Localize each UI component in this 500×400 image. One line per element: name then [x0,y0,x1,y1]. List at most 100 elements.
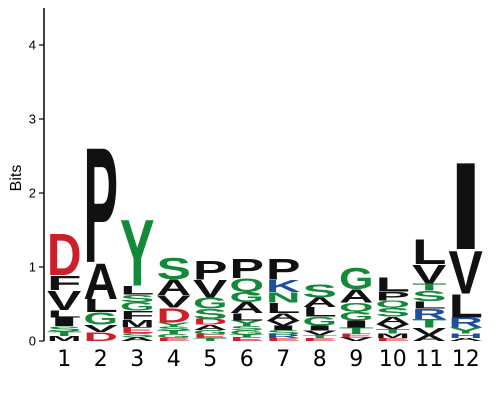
y-axis: 0 1 2 3 4 [29,8,45,349]
logo-letter: M [376,333,410,340]
logo-letter: T [339,326,374,335]
logo-letter: A [157,275,191,300]
logo-letter: L [120,283,154,297]
y-tick-label: 4 [29,38,36,53]
logo-letter: I [47,315,82,329]
logo-letter: L [303,305,337,320]
logo-letter: V [303,330,338,337]
logo-letter: L [449,287,483,324]
position-label: 12 [452,347,480,372]
logo-letter: A [230,299,265,316]
logo-letter: T [193,337,228,342]
logo-letter: H [449,333,483,340]
logo-letter: A [376,315,411,326]
logo-letter: T [412,281,447,293]
logo-letter: Y [449,326,484,335]
logo-letter: L [47,308,82,320]
logo-letter: V [157,292,192,312]
logo-letter: I [303,324,337,332]
logo-letter: A [120,336,154,342]
logo-letter: I [449,138,483,276]
position-label: 5 [203,347,217,372]
logo-letter: P [376,289,410,303]
logo-letter: D [157,304,192,327]
logo-letter: M [47,335,82,343]
logo-letter: A [303,295,337,310]
logo-letter: T [157,330,192,336]
position-label: 7 [276,347,290,372]
position-label: 10 [379,347,407,372]
logo-letter: S [157,251,191,286]
logo-letter: S [47,325,81,333]
logo-letter: F [120,308,154,322]
y-axis-label: Bits [8,165,25,192]
logo-letter: R [449,315,483,331]
logo-letter: V [47,285,82,316]
logo-letter: E [193,333,228,339]
logo-letter: G [339,309,373,323]
logo-letter: S [193,306,228,322]
logo-letter: E [120,325,155,334]
y-tick-label: 0 [29,334,36,349]
logo-letter: T [230,334,265,339]
x-axis-position-labels: 1 2 3 4 5 6 7 8 9 10 11 12 [57,347,480,372]
logo-letter: G [120,300,154,314]
position-label: 6 [240,347,254,372]
logo-letter: F [47,272,81,295]
logo-letter: A [84,252,118,310]
y-tick-label: 1 [29,260,36,275]
logo-letter: L [376,274,410,297]
logo-letter: S [266,329,301,336]
logo-letter: V [376,323,411,331]
position-label: 8 [313,347,327,372]
logo-letter: S [412,289,447,305]
logo-letter: Y [157,321,192,328]
logo-letter: S [157,326,192,332]
logo-letter: S [230,325,265,332]
logo-letter: G [230,330,264,336]
logo-letter: P [193,256,227,286]
logo-letter: V [84,323,119,335]
logo-letter: Q [376,298,410,309]
logo-letter: G [230,289,264,305]
logo-letter: K [266,276,301,296]
logo-letter: E [230,336,265,342]
logo-letter: V [193,275,227,303]
position-label: 3 [130,347,144,372]
logo-letter: M [120,318,154,329]
logo-letter: E [339,333,374,339]
logo-letter: P [84,113,118,296]
logo-letter: T [412,317,447,331]
logo-letter: D [193,318,227,327]
logo-letter: E [303,337,337,342]
logo-letter: P [266,253,301,286]
logo-letter: A [193,324,228,332]
logo-letter: Q [339,300,373,314]
logo-letter: S [376,305,410,319]
logo-letter: A [449,337,483,342]
logo-letter: S [120,292,154,304]
logo-letter: T [47,330,82,337]
logo-letter: L [412,299,447,311]
logo-letter: G [303,314,337,328]
logo-letter: A [412,334,446,343]
logo-letter: T [376,328,411,335]
logo-letter: L [84,295,118,316]
y-tick-label: 2 [29,186,36,201]
logo-letter: G [84,309,118,329]
position-label: 11 [415,347,443,372]
logo-letter: V [449,239,483,307]
logo-letter: G [193,329,227,336]
logo-letter: I [339,318,373,330]
logo-letter: V [339,336,374,342]
logo-glyphs: MTSILVFDDVGLAPASEMFGSLYEGTSYDVASTEGADSGV… [47,113,483,343]
logo-letter: E [157,337,191,342]
logo-letter: L [412,232,446,271]
logo-letter: E [266,337,300,342]
logo-letter: Y [230,319,265,328]
logo-letter: A [266,311,301,322]
logo-letter: T [303,334,338,339]
logo-letter: V [412,259,447,289]
logo-letter: Q [230,275,265,296]
logo-letter: R [266,334,300,340]
